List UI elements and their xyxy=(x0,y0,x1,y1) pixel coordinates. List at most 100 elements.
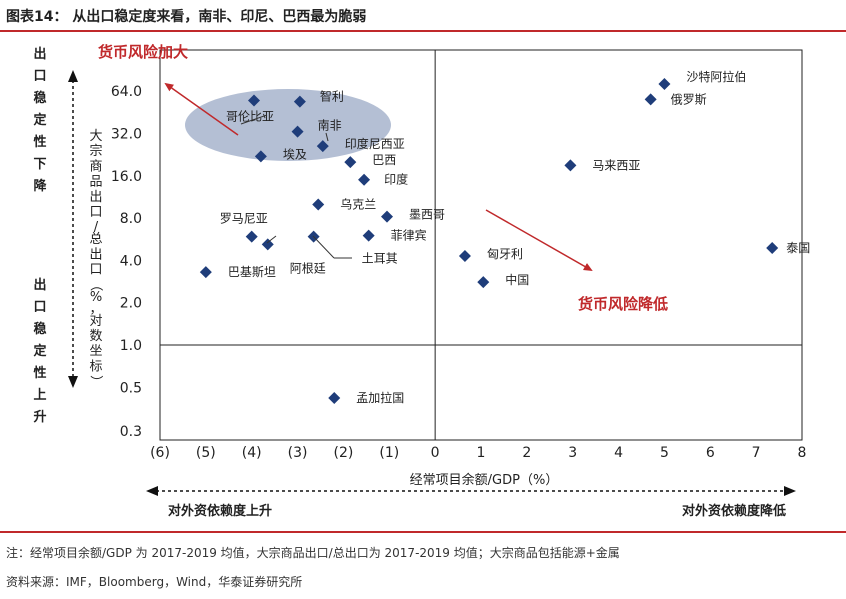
data-point-label: 马来西亚 xyxy=(592,158,640,172)
y-title-char: 大 xyxy=(89,129,102,144)
x-tick-label: (3) xyxy=(288,445,308,461)
leader-lines xyxy=(240,114,352,259)
y-title-char: ， xyxy=(89,302,102,317)
y-title-char: ） xyxy=(88,375,103,388)
data-point-label: 孟加拉国 xyxy=(356,390,404,405)
bottom-arrow-left-head xyxy=(146,486,158,496)
data-point-label: 南非 xyxy=(318,118,342,133)
x-tick-label: 5 xyxy=(660,445,669,461)
data-point-marker xyxy=(328,391,341,404)
title-rule xyxy=(0,30,846,32)
data-point-label: 巴西 xyxy=(372,153,396,167)
data-point-label: 俄罗斯 xyxy=(671,92,707,106)
y-title-char: 坐 xyxy=(89,344,102,359)
page-title: 图表14： 从出口稳定度来看，南非、印尼、巴西最为脆弱 xyxy=(6,9,367,25)
x-tick-label: 3 xyxy=(568,445,577,461)
data-point-label: 哥伦比亚 xyxy=(226,108,274,123)
vertical-char: 口 xyxy=(33,69,46,84)
y-tick-label: 32.0 xyxy=(111,127,142,143)
y-title-char: 口 xyxy=(89,263,102,278)
vertical-char: 上 xyxy=(33,388,46,403)
data-point-label: 墨西哥 xyxy=(409,208,445,222)
vertical-char: 稳 xyxy=(33,321,46,337)
x-tick-label: 2 xyxy=(522,445,531,461)
vertical-char: 性 xyxy=(33,365,46,381)
data-point-label: 印度 xyxy=(384,172,408,187)
vertical-char: 升 xyxy=(33,409,46,425)
y-title-char: 宗 xyxy=(89,143,102,159)
y-title-char: 出 xyxy=(89,190,102,205)
x-tick-label: (6) xyxy=(150,445,170,461)
data-point-marker xyxy=(766,242,779,255)
y-title-char: 对 xyxy=(89,314,102,329)
data-point-marker xyxy=(564,159,577,172)
x-tick-label: (1) xyxy=(379,445,399,461)
y-title-char: 数 xyxy=(89,329,102,344)
bottom-arrow-right-head xyxy=(784,486,796,496)
vertical-char: 定 xyxy=(32,343,46,359)
y-title-char: 出 xyxy=(89,247,102,262)
bottom-label-right: 对外资依赖度降低 xyxy=(682,503,786,519)
data-point-marker xyxy=(261,238,274,251)
x-tick-label: 7 xyxy=(752,445,761,461)
risk-up-arrow xyxy=(164,82,239,136)
bottom-label-left: 对外资依赖度上升 xyxy=(168,503,272,519)
data-point-marker xyxy=(254,150,267,163)
y-title-char: 标 xyxy=(89,359,102,374)
data-point-label: 巴基斯坦 xyxy=(228,265,276,279)
y-tick-label: 64.0 xyxy=(111,84,142,100)
left-arrow-down-head xyxy=(68,376,78,388)
data-point-marker xyxy=(658,78,671,91)
data-point-marker xyxy=(312,198,325,211)
data-point-label: 罗马尼亚 xyxy=(220,212,268,226)
data-point-marker xyxy=(458,249,471,262)
x-tick-label: 4 xyxy=(614,445,623,461)
y-tick-label: 0.5 xyxy=(120,380,142,396)
y-tick-label: 0.3 xyxy=(120,424,142,440)
y-title-char: 品 xyxy=(89,175,102,190)
data-point-label: 阿根廷 xyxy=(290,261,326,275)
y-title-char: （ xyxy=(88,278,103,291)
data-point-label: 埃及 xyxy=(283,147,307,161)
data-point-marker xyxy=(477,276,490,289)
vertical-char: 出 xyxy=(33,46,46,62)
left-arrow-up-head xyxy=(68,70,78,82)
y-tick-label: 16.0 xyxy=(111,169,142,185)
data-point-marker xyxy=(358,173,371,186)
vertical-char: 稳 xyxy=(33,90,46,106)
source-note: 资料来源：IMF，Bloomberg，Wind，华泰证券研究所 xyxy=(6,575,303,589)
data-point-label: 匈牙利 xyxy=(487,247,523,261)
data-point-label: 印度尼西亚 xyxy=(345,136,405,151)
y-title-char: % xyxy=(90,290,102,305)
risk-up-annotation: 货币风险加大 xyxy=(98,43,188,61)
y-title-char: 商 xyxy=(89,159,102,174)
data-point-marker xyxy=(293,95,306,108)
vertical-char: 下 xyxy=(33,157,46,172)
plot-frame xyxy=(159,49,803,441)
y-tick-labels: 64.0 32.0 16.0 8.0 4.0 2.0 1.0 0.5 0.3 xyxy=(111,84,142,440)
footnote: 注：经常项目余额/GDP 为 2017-2019 均值，大宗商品出口/总出口为 … xyxy=(6,546,620,560)
data-point-marker xyxy=(644,93,657,106)
risk-down-arrow xyxy=(485,209,593,271)
data-point-marker xyxy=(344,156,357,169)
x-tick-label: (4) xyxy=(242,445,262,461)
vertical-char: 口 xyxy=(33,300,46,315)
y-title-char: 总 xyxy=(89,232,102,247)
data-point-marker xyxy=(316,140,329,153)
data-point-marker xyxy=(362,229,375,242)
y-title-char: / xyxy=(94,220,99,235)
vertical-char: 出 xyxy=(33,277,46,293)
data-point-label: 土耳其 xyxy=(362,252,398,266)
data-point-label: 沙特阿拉伯 xyxy=(686,69,746,84)
footer-rule xyxy=(0,531,846,533)
data-point-marker xyxy=(380,210,393,223)
data-point-label: 泰国 xyxy=(786,241,810,255)
vertical-char: 定 xyxy=(32,112,46,128)
vertical-char: 性 xyxy=(33,134,46,150)
x-tick-label: 8 xyxy=(798,445,807,461)
data-point-marker xyxy=(248,94,261,107)
